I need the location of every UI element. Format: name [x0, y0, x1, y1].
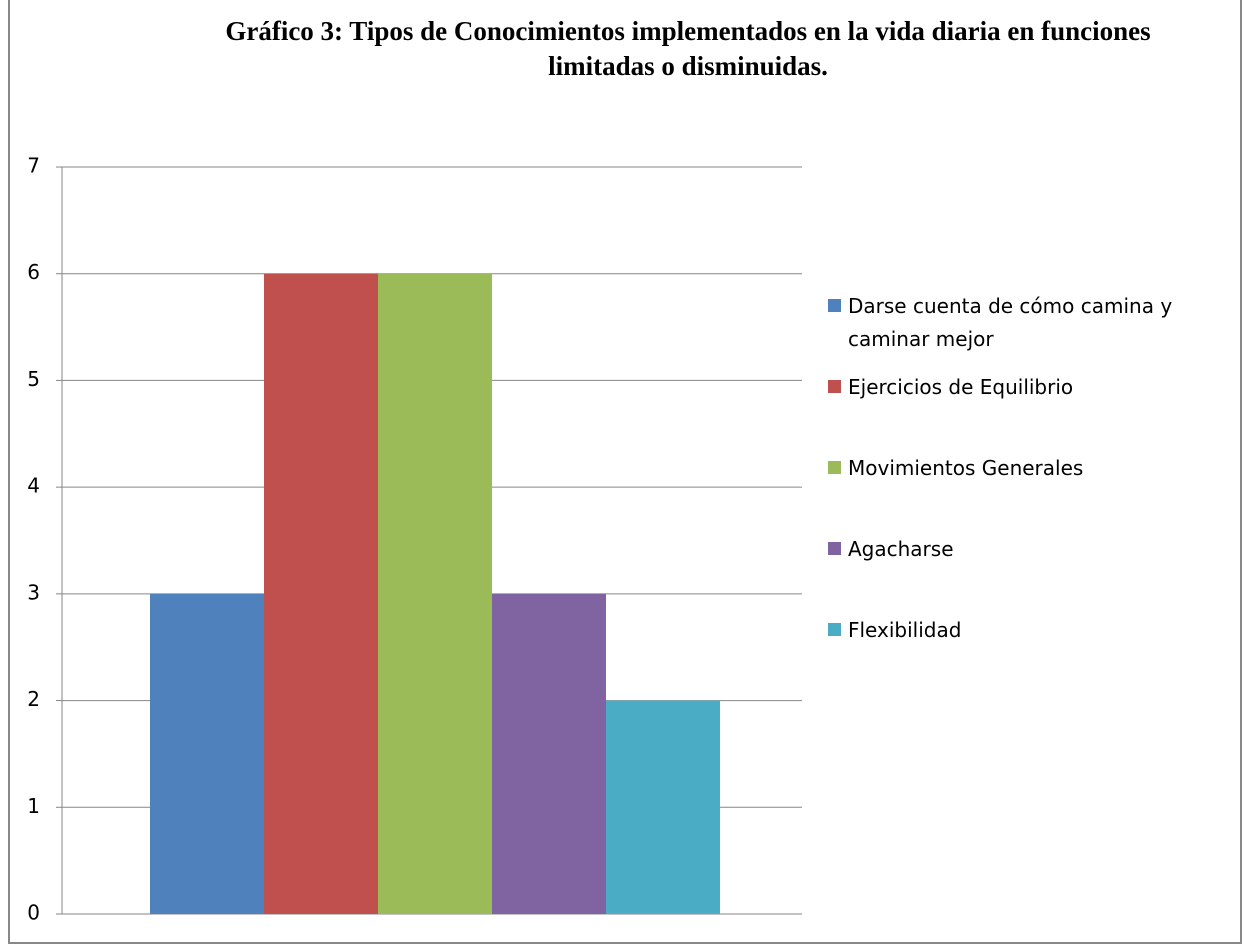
- chart-title: Gráfico 3: Tipos de Conocimientos implem…: [225, 16, 1151, 81]
- legend-label: Darse cuenta de cómo camina y caminar me…: [848, 294, 1173, 351]
- y-tick-label: 0: [27, 901, 40, 925]
- bar: [264, 273, 378, 914]
- legend-swatch: [828, 542, 841, 555]
- legend-label: Ejercicios de Equilibrio: [848, 375, 1074, 399]
- y-tick-label: 7: [27, 154, 40, 178]
- legend-swatch: [828, 461, 841, 474]
- y-tick-label: 4: [27, 474, 40, 498]
- legend-item: Flexibilidad: [828, 614, 1238, 695]
- legend-label: Movimientos Generales: [848, 456, 1084, 480]
- legend-item: Agacharse: [828, 533, 1238, 614]
- legend-label: Flexibilidad: [848, 618, 962, 642]
- bar: [492, 593, 606, 914]
- legend-item: Darse cuenta de cómo camina y caminar me…: [828, 290, 1238, 371]
- chart-border: [8, 0, 1242, 944]
- bar: [606, 700, 720, 914]
- y-tick-label: 1: [27, 794, 40, 818]
- legend-swatch: [828, 623, 841, 636]
- bar: [150, 593, 264, 914]
- y-tick-label: 3: [27, 580, 40, 604]
- legend: Darse cuenta de cómo camina y caminar me…: [828, 290, 1238, 695]
- bar: [378, 273, 492, 914]
- legend-swatch: [828, 380, 841, 393]
- y-tick-label: 6: [27, 260, 40, 284]
- y-tick-label: 5: [27, 367, 40, 391]
- legend-swatch: [828, 299, 841, 312]
- legend-item: Movimientos Generales: [828, 452, 1238, 533]
- legend-item: Ejercicios de Equilibrio: [828, 371, 1238, 452]
- legend-label: Agacharse: [848, 537, 954, 561]
- y-tick-label: 2: [27, 687, 40, 711]
